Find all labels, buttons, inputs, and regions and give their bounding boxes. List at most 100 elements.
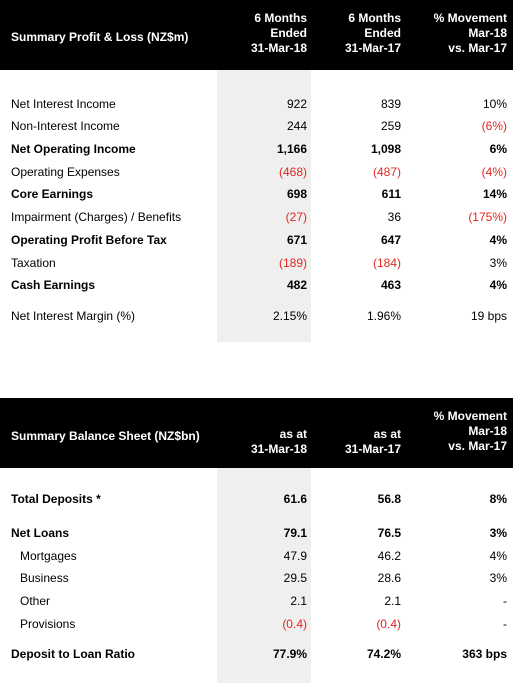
pl-col1-header: 6 Months Ended 31-Mar-18 [251,11,307,56]
row-value-col3: 4% [489,278,507,292]
row-value-col2: 1,098 [370,142,401,156]
bs-row: Other 2.1 2.1 - [0,592,513,610]
row-value-col1: 482 [286,278,307,292]
bs-row: Mortgages 47.9 46.2 4% [0,547,513,565]
row-value-col3: 363 bps [462,647,507,661]
row-value-col1: (468) [278,165,307,179]
row-value-col3: - [503,617,507,631]
row-value-col3: 3% [489,571,507,585]
pl-row: Core Earnings 698 611 14% [0,185,513,203]
pl-row: Net Interest Margin (%) 2.15% 1.96% 19 bps [0,307,513,325]
header-line: 6 Months [254,11,307,25]
pl-row: Taxation (189) (184) 3% [0,254,513,272]
row-value-col2: 2.1 [384,594,401,608]
bs-table-header: Summary Balance Sheet (NZ$bn) as at 31-M… [0,398,513,468]
row-label: Core Earnings [11,187,94,201]
row-label: Operating Expenses [11,165,120,179]
pl-row: Net Operating Income 1,166 1,098 6% [0,140,513,158]
pl-row: Cash Earnings 482 463 4% [0,276,513,294]
bs-row: Business 29.5 28.6 3% [0,569,513,587]
bs-row: Total Deposits * 61.6 56.8 8% [0,490,513,508]
row-value-col1: (27) [285,210,307,224]
bs-col3-header: % Movement Mar-18 vs. Mar-17 [434,409,507,454]
row-value-col2: 1.96% [366,309,401,323]
bs-col1-header: as at 31-Mar-18 [251,427,307,457]
pl-col3-header: % Movement Mar-18 vs. Mar-17 [434,11,507,56]
row-label: Net Interest Income [11,97,116,111]
row-label: Operating Profit Before Tax [11,233,167,247]
row-value-col3: 14% [482,187,507,201]
pl-row: Net Interest Income 922 839 10% [0,95,513,113]
row-value-col3: (4%) [481,165,507,179]
row-value-col1: (189) [278,256,307,270]
header-line: as at [373,427,401,441]
row-value-col3: 19 bps [470,309,507,323]
row-value-col3: 10% [482,97,507,111]
header-line: Ended [270,26,307,40]
row-label: Net Operating Income [11,142,136,156]
header-line: 31-Mar-17 [344,442,401,456]
row-value-col3: 4% [489,233,507,247]
row-value-col3: - [503,594,507,608]
row-value-col2: 74.2% [366,647,401,661]
row-label: Net Interest Margin (%) [11,309,136,323]
row-value-col1: 922 [286,97,307,111]
row-value-col1: 79.1 [283,526,307,540]
row-value-col3: 3% [489,256,507,270]
row-value-col1: (0.4) [282,617,307,631]
row-label: Business [20,571,69,585]
bs-col2-header: as at 31-Mar-17 [345,427,401,457]
row-label: Cash Earnings [11,278,96,292]
row-value-col2: (184) [372,256,401,270]
row-value-col3: 8% [489,492,507,506]
pl-row: Operating Profit Before Tax 671 647 4% [0,231,513,249]
header-line: 6 Months [348,11,401,25]
row-value-col2: 611 [381,187,401,201]
row-value-col2: 463 [380,278,401,292]
header-line: Ended [364,26,401,40]
row-value-col2: 36 [387,210,401,224]
row-value-col2: 647 [380,233,401,247]
row-value-col2: 839 [380,97,401,111]
row-value-col2: 46.2 [377,549,401,563]
row-label: Other [20,594,51,608]
row-value-col1: 1,166 [276,142,307,156]
header-line: 31-Mar-18 [250,41,307,55]
row-label: Provisions [20,617,76,631]
row-value-col3: (175%) [468,210,507,224]
pl-row: Non-Interest Income 244 259 (6%) [0,117,513,135]
bs-table-title: Summary Balance Sheet (NZ$bn) [11,429,200,443]
row-label: Impairment (Charges) / Benefits [11,210,182,224]
row-label: Deposit to Loan Ratio [11,647,135,661]
pl-row: Impairment (Charges) / Benefits (27) 36 (17… [0,208,513,226]
row-label: Net Loans [11,526,70,540]
row-value-col1: 698 [286,187,307,201]
row-value-col1: 77.9% [272,647,307,661]
pl-table-title: Summary Profit & Loss (NZ$m) [11,30,189,44]
row-value-col2: 56.8 [377,492,401,506]
row-value-col1: 61.6 [283,492,307,506]
row-value-col1: 2.15% [272,309,307,323]
header-line: as at [279,427,307,441]
bs-row: Net Loans 79.1 76.5 3% [0,524,513,542]
row-value-col1: 244 [286,119,307,133]
header-line: Mar-18 [468,424,507,438]
row-value-col3: 3% [489,526,507,540]
header-line: % Movement [433,11,507,25]
row-value-col2: 28.6 [377,571,401,585]
row-value-col2: (487) [372,165,401,179]
row-value-col2: 76.5 [377,526,401,540]
row-label: Taxation [11,256,56,270]
header-line: Mar-18 [468,26,507,40]
bs-row: Deposit to Loan Ratio 77.9% 74.2% 363 bps [0,645,513,663]
bs-row: Provisions (0.4) (0.4) - [0,615,513,633]
row-label: Non-Interest Income [11,119,120,133]
row-value-col2: (0.4) [376,617,401,631]
row-label: Mortgages [20,549,77,563]
pl-row: Operating Expenses (468) (487) (4%) [0,163,513,181]
header-line: vs. Mar-17 [448,41,507,55]
header-line: 31-Mar-17 [344,41,401,55]
row-value-col3: (6%) [481,119,507,133]
row-value-col1: 2.1 [290,594,307,608]
pl-col2-header: 6 Months Ended 31-Mar-17 [345,11,401,56]
